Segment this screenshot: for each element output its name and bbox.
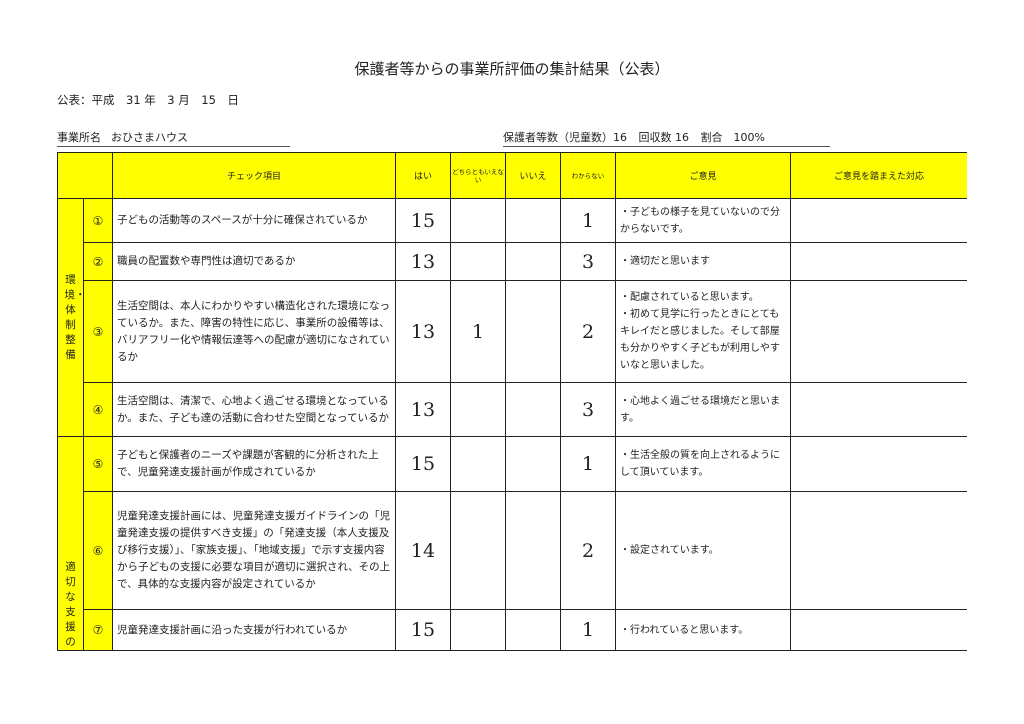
check-item: 生活空間は、清潔で、心地よく過ごせる環境となっているか。また、子ども達の活動に合… (112, 382, 396, 437)
guardian-count: 保護者等数（児童数）16 (503, 131, 627, 144)
item-number: ③ (83, 280, 113, 383)
item-number: ⑥ (83, 491, 113, 610)
header-blank (57, 152, 113, 199)
count-unknown: 3 (560, 242, 616, 281)
count-no (505, 242, 561, 281)
table-row: 適切な支援の ⑤ 子どもと保護者のニーズや課題が客観的に分析された上で、児童発達支援… (57, 436, 967, 651)
response-text (790, 280, 967, 383)
header-item: チェック項目 (112, 152, 396, 199)
opinion-text: ・生活全般の質を向上されるようにして頂いています。 (615, 436, 791, 492)
header-neither: どちらともいえない (450, 152, 506, 199)
count-no (505, 198, 561, 243)
count-no (505, 436, 561, 492)
count-no (505, 609, 561, 651)
check-item: 児童発達支援計画には、児童発達支援ガイドラインの「児童発達支援の提供すべき支援」… (112, 491, 396, 610)
count-neither (450, 198, 506, 243)
count-unknown: 1 (560, 436, 616, 492)
count-yes: 13 (395, 280, 451, 383)
evaluation-table: チェック項目 はい どちらともいえない いいえ わからない ご意見 ご意見を踏ま… (57, 152, 967, 651)
check-item: 子どもと保護者のニーズや課題が客観的に分析された上で、児童発達支援計画が作成され… (112, 436, 396, 492)
opinion-text: ・心地よく過ごせる環境だと思います。 (615, 382, 791, 437)
category-label: 環境・体制整備 (64, 273, 86, 361)
table-row: 環境・体制整備 ① 子どもの活動等のスペースが十分に確保されているか 15 1 ・子どもの… (57, 198, 967, 437)
category-label: 適切な支援の (65, 561, 76, 648)
response-text (790, 242, 967, 281)
count-yes: 15 (395, 436, 451, 492)
header-response: ご意見を踏まえた対応 (790, 152, 967, 199)
category-cell: 環境・体制整備 (57, 198, 86, 437)
response-text (790, 491, 967, 610)
item-number: ① (83, 198, 113, 243)
count-unknown: 1 (560, 609, 616, 651)
count-yes: 15 (395, 198, 451, 243)
publish-date: 公表：平成 31 年 3 月 15 日 (57, 93, 239, 107)
count-unknown: 3 (560, 382, 616, 437)
count-neither (450, 382, 506, 437)
item-number: ⑤ (83, 436, 113, 492)
header-row: チェック項目 はい どちらともいえない いいえ わからない ご意見 ご意見を踏ま… (57, 152, 967, 199)
check-item: 職員の配置数や専門性は適切であるか (112, 242, 396, 281)
table-row: ② 職員の配置数や専門性は適切であるか 13 3 ・適切だと思います (58, 242, 967, 281)
opinion-text: ・配慮されていると思います。 ・初めて見学に行ったときにとてもキレイだと感じまし… (615, 280, 791, 383)
count-yes: 13 (395, 382, 451, 437)
check-item: 児童発達支援計画に沿った支援が行われているか (112, 609, 396, 651)
count-unknown: 1 (560, 198, 616, 243)
collection-ratio: 割合 100% (700, 131, 765, 144)
header-opinion: ご意見 (615, 152, 791, 199)
opinion-text: ・設定されています。 (615, 491, 791, 610)
table-row: ③ 生活空間は、本人にわかりやすい構造化された環境になっているか。また、障害の特性… (58, 280, 967, 383)
opinion-text: ・子どもの様子を見ていないので分からないです。 (615, 198, 791, 243)
count-unknown: 2 (560, 491, 616, 610)
count-unknown: 2 (560, 280, 616, 383)
collected-count: 回収数 16 (638, 131, 690, 144)
count-yes: 15 (395, 609, 451, 651)
counts-line: 保護者等数（児童数）16 回収数 16 割合 100% (503, 129, 830, 147)
office-name-line: 事業所名 おひさまハウス (57, 129, 290, 147)
count-no (505, 280, 561, 383)
evaluation-table-wrapper: チェック項目 はい どちらともいえない いいえ わからない ご意見 ご意見を踏ま… (57, 152, 967, 652)
check-item: 生活空間は、本人にわかりやすい構造化された環境になっているか。また、障害の特性に… (112, 280, 396, 383)
office-label: 事業所名 (57, 131, 101, 144)
page-title: 保護者等からの事業所評価の集計結果（公表） (354, 60, 670, 78)
opinion-text: ・行われていると思います。 (615, 609, 791, 651)
count-neither (450, 609, 506, 651)
count-neither (450, 242, 506, 281)
table-row: ④ 生活空間は、清潔で、心地よく過ごせる環境となっているか。また、子ども達の活動に… (58, 382, 967, 437)
response-text (790, 609, 967, 651)
header-unknown: わからない (560, 152, 616, 199)
count-neither (450, 491, 506, 610)
item-number: ② (83, 242, 113, 281)
item-number: ④ (83, 382, 113, 437)
table-row: ⑦ 児童発達支援計画に沿った支援が行われているか 15 1 ・行われていると思います。 (58, 609, 967, 651)
office-name: おひさまハウス (111, 131, 188, 144)
response-text (790, 198, 967, 243)
count-yes: 14 (395, 491, 451, 610)
category-cell: 適切な支援の (57, 436, 84, 651)
count-neither: 1 (450, 280, 506, 383)
opinion-text: ・適切だと思います (615, 242, 791, 281)
count-yes: 13 (395, 242, 451, 281)
header-yes: はい (395, 152, 451, 199)
response-text (790, 382, 967, 437)
response-text (790, 436, 967, 492)
header-no: いいえ (505, 152, 561, 199)
count-neither (450, 436, 506, 492)
count-no (505, 382, 561, 437)
table-row: ⑥ 児童発達支援計画には、児童発達支援ガイドラインの「児童発達支援の提供すべき支援… (58, 491, 967, 610)
count-no (505, 491, 561, 610)
check-item: 子どもの活動等のスペースが十分に確保されているか (112, 198, 396, 243)
item-number: ⑦ (83, 609, 113, 651)
